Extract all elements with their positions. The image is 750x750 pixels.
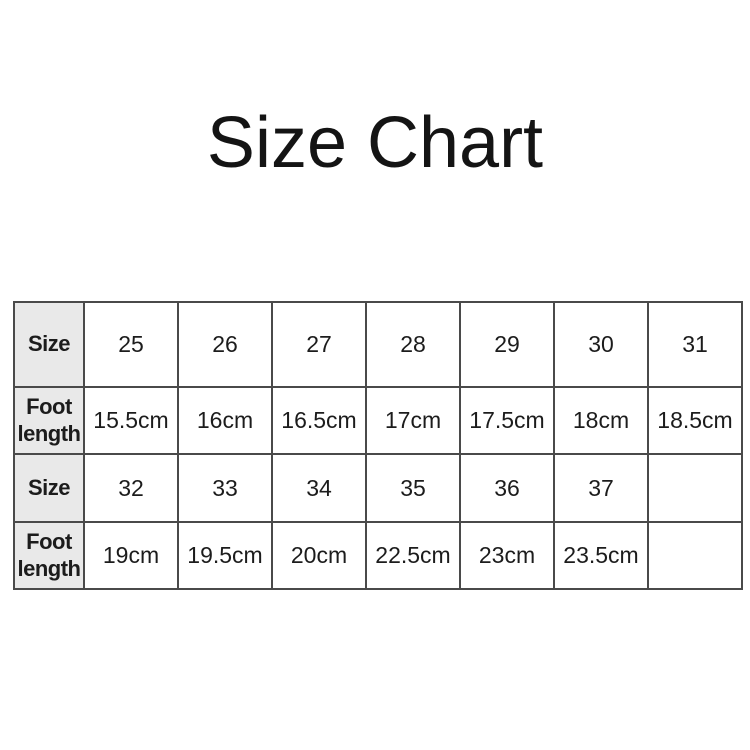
size-value-cell: 28: [365, 301, 461, 388]
size-value-cell: 36: [459, 453, 555, 523]
size-value-cell: 33: [177, 453, 273, 523]
size-value-cell: 29: [459, 301, 555, 388]
foot-length-value-cell: 18cm: [553, 386, 649, 455]
foot-length-value-cell: 17cm: [365, 386, 461, 455]
foot-length-value-cell: 18.5cm: [647, 386, 743, 455]
size-value-cell: 34: [271, 453, 367, 523]
foot-length-value-cell: 19cm: [83, 521, 179, 590]
row-header-cell: Foot length: [13, 386, 85, 455]
size-value-cell: 32: [83, 453, 179, 523]
foot-length-value-cell: 19.5cm: [177, 521, 273, 590]
size-value-cell: 25: [83, 301, 179, 388]
foot-length-value-cell: 23.5cm: [553, 521, 649, 590]
foot-length-value-cell-empty: [647, 521, 743, 590]
foot-length-value-cell: 15.5cm: [83, 386, 179, 455]
table-row-size-2: Size 32 33 34 35 36 37: [13, 453, 743, 523]
foot-length-value-cell: 23cm: [459, 521, 555, 590]
row-header-cell: Size: [13, 453, 85, 523]
size-value-cell-empty: [647, 453, 743, 523]
table-row-size-1: Size 25 26 27 28 29 30 31: [13, 301, 743, 388]
size-value-cell: 31: [647, 301, 743, 388]
table-row-foot-length-2: Foot length 19cm 19.5cm 20cm 22.5cm 23cm…: [13, 521, 743, 590]
size-chart-table: Size 25 26 27 28 29 30 31 Foot length 15…: [13, 301, 743, 590]
size-value-cell: 35: [365, 453, 461, 523]
foot-length-value-cell: 16.5cm: [271, 386, 367, 455]
page-title: Size Chart: [206, 103, 544, 183]
foot-length-value-cell: 20cm: [271, 521, 367, 590]
table-row-foot-length-1: Foot length 15.5cm 16cm 16.5cm 17cm 17.5…: [13, 386, 743, 455]
row-header-cell: Foot length: [13, 521, 85, 590]
row-header-cell: Size: [13, 301, 85, 388]
size-value-cell: 26: [177, 301, 273, 388]
foot-length-value-cell: 17.5cm: [459, 386, 555, 455]
size-value-cell: 37: [553, 453, 649, 523]
foot-length-value-cell: 16cm: [177, 386, 273, 455]
foot-length-value-cell: 22.5cm: [365, 521, 461, 590]
size-value-cell: 27: [271, 301, 367, 388]
size-value-cell: 30: [553, 301, 649, 388]
